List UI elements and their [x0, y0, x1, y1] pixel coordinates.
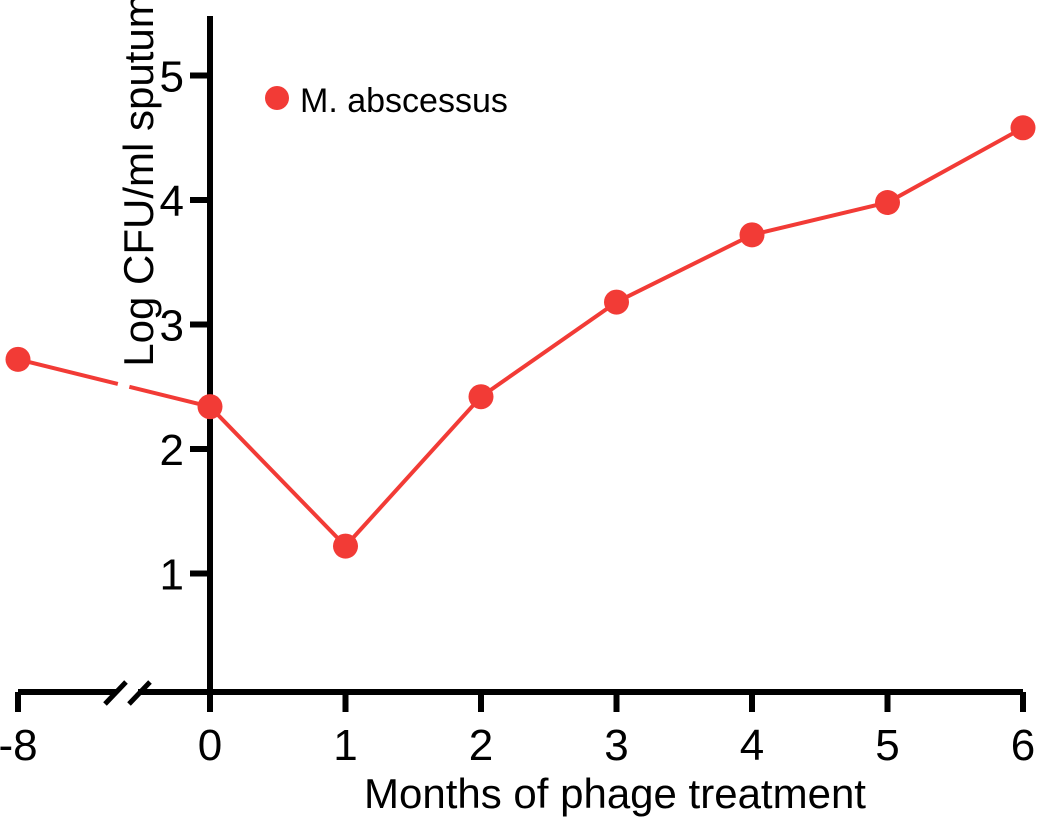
y-tick-label: 3 — [160, 302, 184, 351]
y-tick-label: 1 — [160, 551, 184, 600]
data-point — [1010, 115, 1036, 141]
y-tick-label: 5 — [160, 53, 184, 102]
y-ticks: 1 2 3 4 5 — [160, 53, 210, 600]
legend-label: M. abscessus — [300, 82, 508, 120]
data-point — [739, 222, 765, 248]
x-tick-label: 0 — [198, 721, 222, 770]
legend-marker — [265, 86, 289, 110]
data-point — [604, 289, 629, 315]
data-point — [333, 533, 358, 559]
data-point — [875, 189, 900, 215]
x-ticks: -8 0 1 2 3 4 5 6 — [0, 692, 1035, 770]
data-point — [5, 346, 31, 372]
series-segment — [615, 233, 753, 304]
y-tick-label: 4 — [160, 177, 184, 226]
x-axis-break-mark — [103, 680, 128, 706]
x-tick-label: 2 — [469, 721, 493, 770]
series-segment — [886, 126, 1024, 205]
series-segment — [344, 395, 483, 548]
x-tick-label: 5 — [875, 721, 899, 770]
x-tick-label: 3 — [604, 721, 628, 770]
x-axis-break-mark — [127, 680, 152, 706]
x-tick-label: 6 — [1011, 721, 1035, 770]
series-segment — [208, 405, 347, 548]
x-tick-label: 1 — [333, 721, 357, 770]
series-segment — [17, 357, 119, 386]
x-axis-title: Months of phage treatment — [364, 770, 866, 817]
y-axis-title: Log CFU/ml sputum — [115, 0, 162, 367]
x-tick-label: 4 — [740, 721, 764, 770]
series-layer — [5, 115, 1036, 559]
series-segment — [751, 200, 888, 237]
series-segment — [128, 384, 211, 409]
data-point — [197, 394, 223, 420]
y-tick-label: 2 — [160, 426, 184, 475]
data-point — [468, 384, 494, 410]
x-tick-label: -8 — [0, 721, 38, 770]
series-segment — [479, 300, 618, 399]
